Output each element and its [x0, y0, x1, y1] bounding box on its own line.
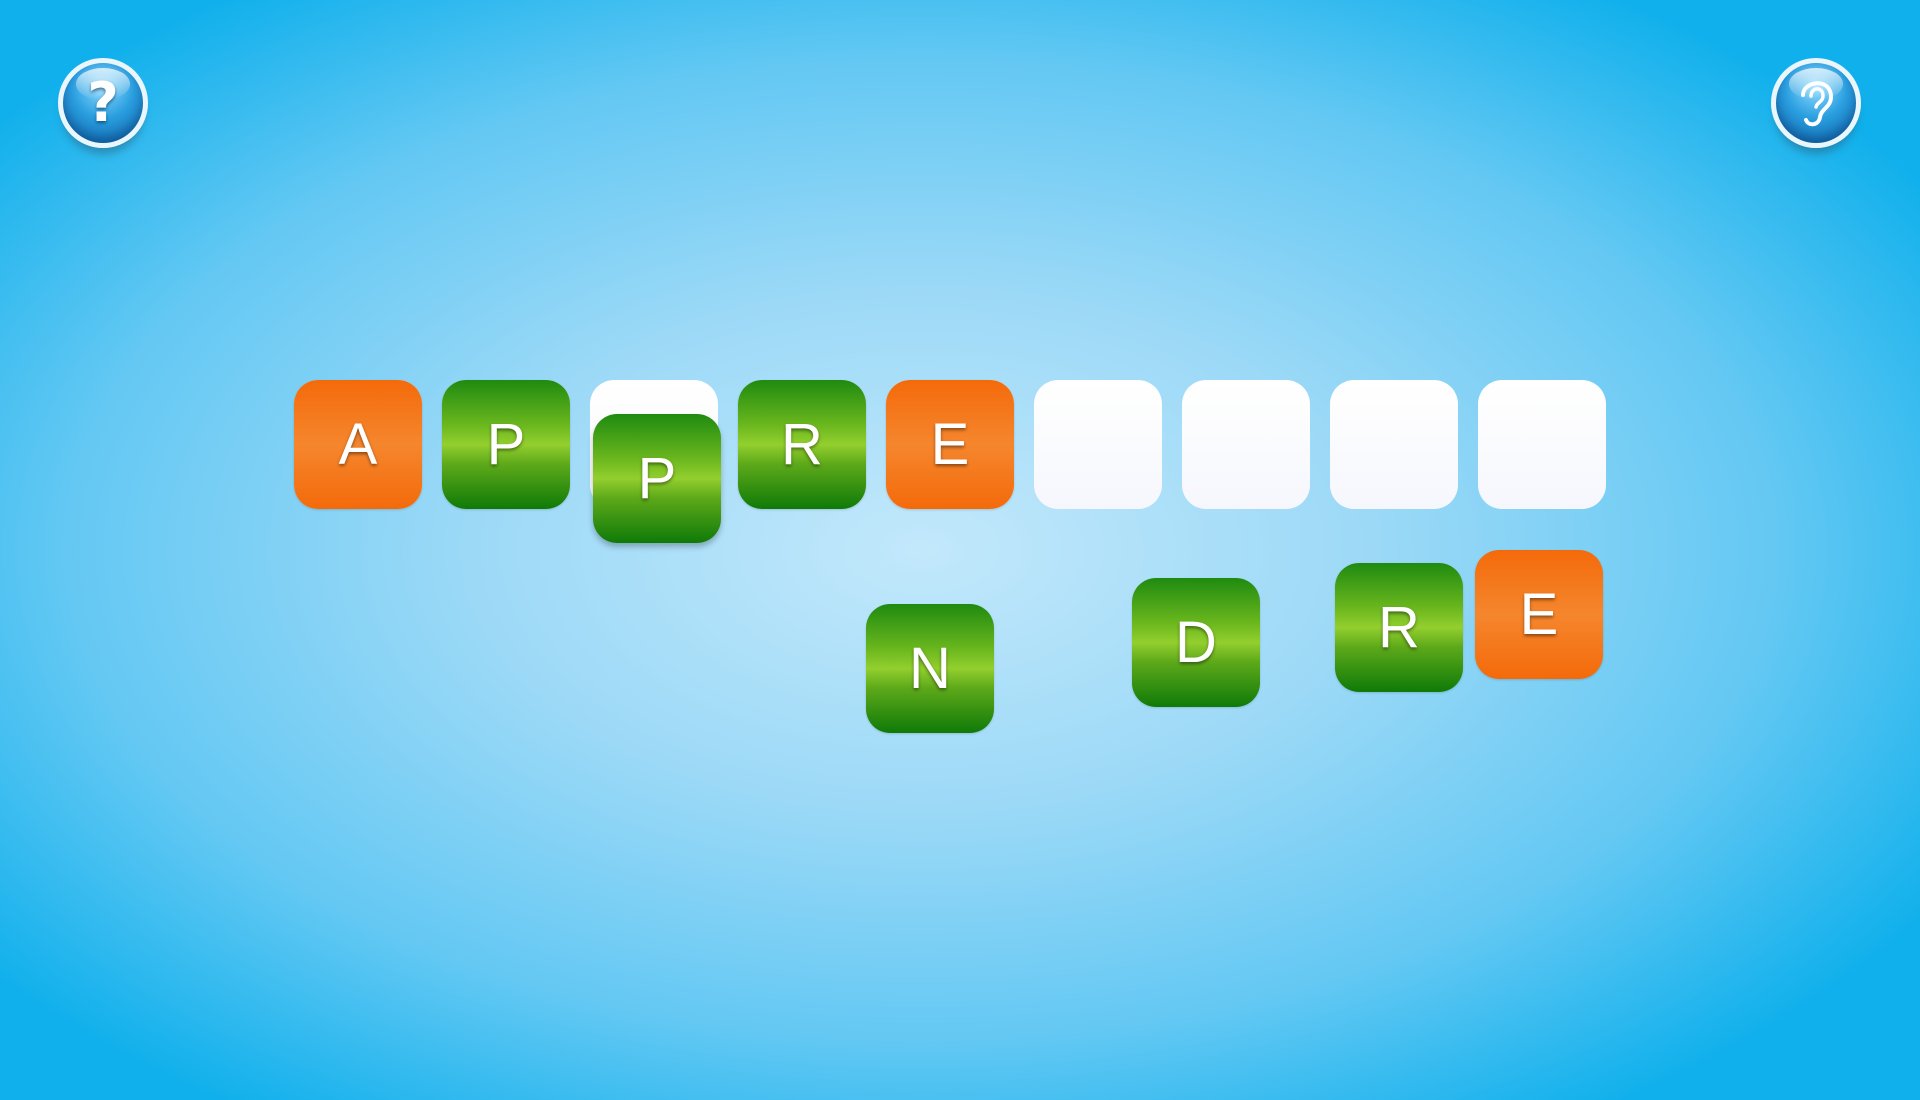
- letter-tile-loose-4[interactable]: R: [1335, 563, 1463, 692]
- question-mark-icon: ?: [87, 71, 119, 134]
- letter-tile-loose-5[interactable]: E: [1475, 550, 1603, 679]
- letter-tile-placed-3[interactable]: R: [738, 380, 866, 509]
- letter-tile-placed-2[interactable]: P: [442, 380, 570, 509]
- answer-slot-7[interactable]: [1182, 380, 1310, 509]
- help-button[interactable]: ?: [58, 58, 148, 148]
- letter-tile-placed-4[interactable]: E: [886, 380, 1014, 509]
- listen-button[interactable]: [1771, 58, 1861, 148]
- answer-slot-9[interactable]: [1478, 380, 1606, 509]
- letter-tile-placed-1[interactable]: A: [294, 380, 422, 509]
- letter-tile-loose-1[interactable]: P: [593, 414, 721, 543]
- answer-slot-8[interactable]: [1330, 380, 1458, 509]
- letter-tile-loose-3[interactable]: D: [1132, 578, 1260, 707]
- letter-tile-loose-2[interactable]: N: [866, 604, 994, 733]
- ear-icon: [1801, 81, 1834, 127]
- answer-slot-6[interactable]: [1034, 380, 1162, 509]
